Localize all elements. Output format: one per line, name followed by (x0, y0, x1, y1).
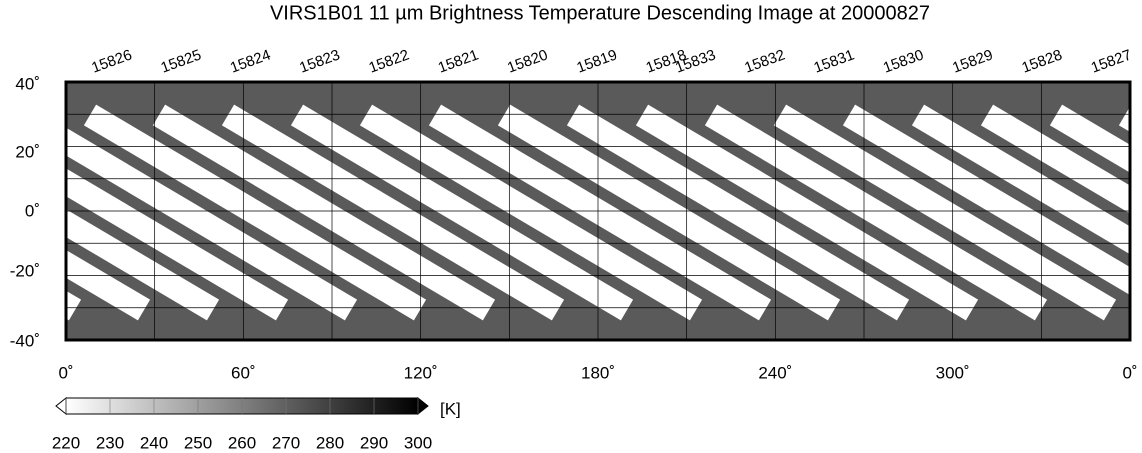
swath-gap (911, 104, 1130, 255)
swath-gap (0, 115, 6, 310)
colorbar-label: 220 (52, 433, 80, 452)
latitude-label: -40˚ (10, 331, 40, 350)
longitude-label: 60˚ (231, 363, 256, 382)
orbit-label: 15828 (1020, 46, 1065, 76)
longitude-label: 0˚ (58, 363, 73, 382)
orbit-label: 15827 (1089, 46, 1134, 76)
longitude-label: 240˚ (758, 363, 792, 382)
swath-gap (221, 104, 565, 321)
orbit-label: 15821 (436, 46, 481, 76)
colorbar-label: 240 (140, 433, 168, 452)
latitude-label: 0˚ (25, 201, 40, 220)
colorbar-label: 270 (272, 433, 300, 452)
colorbar-unit: [K] (440, 399, 461, 418)
latitude-label: -20˚ (10, 261, 40, 280)
swath-image (0, 82, 1130, 340)
orbit-label: 15830 (881, 46, 926, 76)
swath-gap (428, 104, 772, 321)
swath-gap (635, 104, 979, 321)
colorbar-label: 280 (316, 433, 344, 452)
orbit-label: 15820 (505, 46, 550, 76)
orbit-label: 15832 (742, 46, 787, 76)
orbit-label: 15826 (89, 46, 134, 76)
colorbar-label: 250 (184, 433, 212, 452)
swath-gap (83, 104, 427, 321)
swath-gap (773, 104, 1117, 321)
swath-gap (66, 209, 220, 321)
swath-gap (290, 104, 634, 321)
orbit-label: 15825 (159, 46, 204, 76)
colorbar-label: 290 (360, 433, 388, 452)
swath-gap (66, 168, 289, 321)
stripes (0, 104, 1130, 321)
longitude-label: 0˚ (1122, 363, 1137, 382)
swath-gap (566, 104, 910, 321)
orbit-label: 15819 (574, 46, 619, 76)
swath-gap (66, 127, 358, 321)
colorbar-label: 300 (404, 433, 432, 452)
longitude-label: 120˚ (404, 363, 438, 382)
orbit-label: 15829 (950, 46, 995, 76)
orbit-label: 15822 (367, 46, 412, 76)
orbit-label: 15831 (812, 46, 857, 76)
orbit-label: 15824 (228, 46, 273, 76)
map-frame (64, 80, 1132, 342)
swath-gap (980, 104, 1130, 214)
swath-gap (842, 104, 1130, 295)
title: VIRS1B01 11 µm Brightness Temperature De… (270, 2, 930, 24)
latitude-label: 20˚ (15, 142, 40, 161)
longitude-label: 300˚ (936, 363, 970, 382)
swath-gap (66, 249, 151, 321)
swath-gap (1049, 104, 1130, 173)
latitude-label: 40˚ (15, 74, 40, 93)
grid (66, 82, 1130, 340)
swath-gap (152, 104, 496, 321)
orbit-label: 15823 (297, 46, 342, 76)
colorbar-low-arrow (55, 396, 67, 416)
swath-gap (704, 104, 1048, 321)
longitude-label: 180˚ (581, 363, 615, 382)
colorbar-label: 230 (96, 433, 124, 452)
colorbar-label: 260 (228, 433, 256, 452)
colorbar-high-arrow (417, 396, 429, 416)
swath-gap (497, 104, 841, 321)
